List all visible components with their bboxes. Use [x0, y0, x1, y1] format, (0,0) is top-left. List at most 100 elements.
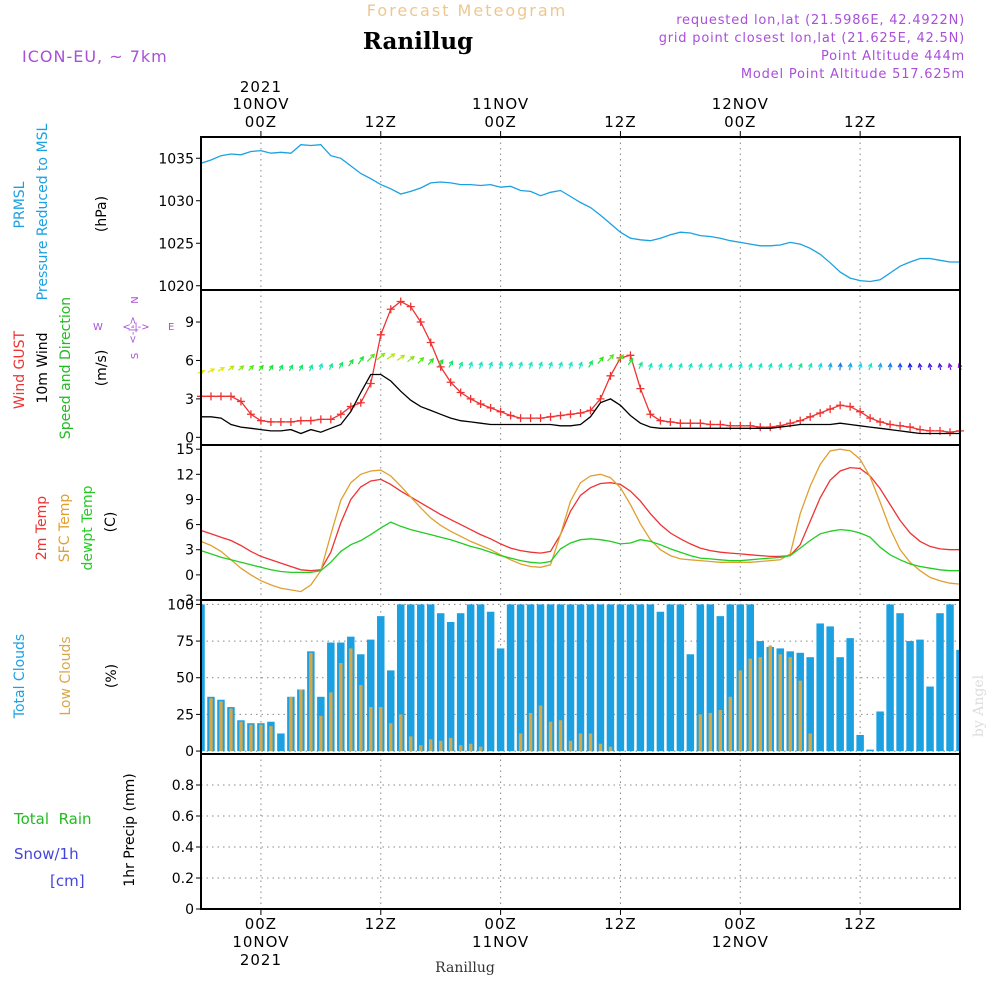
- total-cloud-bar: [416, 604, 425, 752]
- low-cloud-bar: [748, 658, 752, 752]
- y-tick-label: 0: [185, 902, 194, 918]
- celsius-label: (C): [103, 512, 119, 533]
- gust-marker: [326, 415, 335, 424]
- low-cloud-bar: [578, 733, 583, 752]
- wind-direction-arrow: [438, 359, 444, 367]
- top-axis-label: 00Z: [245, 113, 277, 131]
- total-cloud-bar: [596, 604, 605, 752]
- wind-direction-arrow: [638, 361, 643, 369]
- wind-direction-arrow: [887, 362, 893, 371]
- wind-direction-arrow: [597, 356, 604, 364]
- gust-marker: [656, 416, 665, 425]
- wind-direction-arrow: [498, 361, 503, 370]
- wind-direction-arrow: [568, 361, 573, 369]
- gust-marker: [456, 388, 465, 397]
- location-title: Ranillug: [363, 28, 473, 55]
- y-tick-label: 6: [185, 353, 194, 369]
- wind-direction-arrow: [448, 360, 454, 368]
- total-cloud-bar: [377, 616, 385, 752]
- top-axis-label: 00Z: [724, 113, 756, 131]
- gust-marker: [636, 384, 645, 393]
- total-cloud-bar: [616, 604, 625, 752]
- low-cloud-bar: [758, 657, 762, 752]
- footer-location: Ranillug: [435, 960, 495, 976]
- temp-sfc-label: SFC Temp: [57, 494, 73, 563]
- wind-direction-arrow: [627, 357, 634, 366]
- gust-marker: [386, 305, 395, 314]
- y-tick-label: 75: [176, 634, 194, 650]
- wind-direction-arrow: [278, 364, 284, 372]
- snow-unit-label: [cm]: [50, 872, 85, 890]
- y-tick-label: 9: [185, 492, 194, 508]
- gust-marker: [416, 318, 425, 327]
- total-cloud-bar: [646, 604, 655, 752]
- gust-marker: [436, 362, 445, 371]
- low-cloud-bar: [798, 680, 802, 752]
- y-tick-label: 6: [185, 518, 194, 534]
- wind-direction-arrow: [488, 361, 493, 370]
- total-cloud-bar: [387, 670, 395, 752]
- bottom-axis-label: 12NOV: [712, 933, 769, 951]
- total-cloud-bar: [836, 657, 844, 752]
- gust-marker: [866, 414, 875, 423]
- wind-direction-arrow: [777, 362, 783, 371]
- y-tick-label: 0: [185, 568, 194, 584]
- wind-direction-arrow: [268, 364, 274, 372]
- wind-direction-arrow: [318, 362, 324, 371]
- total-cloud-bar: [506, 604, 515, 752]
- y-tick-label: 50: [176, 671, 194, 687]
- gust-marker: [816, 408, 825, 417]
- total-rain-label: Total Rain: [13, 810, 92, 828]
- wind-direction-arrow: [877, 362, 883, 371]
- gust-marker: [246, 410, 255, 419]
- temperature-panel: -3 0 3 6 9 12 15: [176, 442, 961, 609]
- gust-marker: [606, 371, 615, 380]
- panel-frame: [200, 753, 961, 910]
- top-axis-label: 11NOV: [472, 95, 529, 113]
- wind-direction-arrow: [396, 354, 406, 361]
- total-cloud-bar: [926, 686, 934, 752]
- gust-marker: [836, 401, 845, 410]
- low-cloud-bar: [558, 720, 563, 752]
- wind-direction-arrow: [518, 361, 523, 370]
- wind-direction-arrow: [617, 354, 625, 362]
- total-cloud-bar: [856, 734, 864, 752]
- y-tick-label: 3: [185, 392, 194, 408]
- sfc-temp-line: [200, 448, 961, 593]
- low-cloud-bar: [738, 670, 742, 752]
- low-cloud-bar: [289, 696, 293, 752]
- total-cloud-bar: [586, 604, 595, 752]
- wind-direction-arrow: [907, 362, 913, 371]
- precip-mm-label: 1hr Precip (mm): [122, 773, 138, 886]
- low-cloud-bar: [319, 715, 323, 752]
- wind-direction-arrow: [768, 362, 773, 371]
- total-cloud-bar: [406, 604, 415, 752]
- compass-arrow-vertical: <-|->: [128, 316, 139, 343]
- low-cloud-bar: [478, 746, 483, 752]
- low-cloud-bar: [468, 743, 473, 752]
- gust-marker: [796, 416, 805, 425]
- wind-panel: 0 3 6 9: [185, 289, 964, 446]
- gust-marker: [396, 297, 405, 306]
- point-altitude: Point Altitude 444m: [821, 49, 965, 64]
- low-cloud-bar: [808, 733, 812, 752]
- low-cloud-bar: [598, 743, 603, 752]
- low-cloud-bar: [778, 654, 782, 752]
- low-cloud-bar: [528, 712, 533, 752]
- low-cloud-bar: [718, 710, 723, 752]
- wind-direction-arrow: [528, 361, 533, 370]
- compass-legend: N W <-|-> E <-|-> S: [93, 296, 174, 359]
- wind-direction-arrow: [328, 362, 334, 371]
- total-cloud-bar: [696, 604, 705, 752]
- total-cloud-bar: [666, 604, 675, 752]
- top-axis-label: 12Z: [844, 113, 876, 131]
- wind-direction-arrow: [847, 362, 853, 371]
- gust-marker: [846, 402, 855, 411]
- low-cloud-bar: [299, 689, 303, 752]
- gust-marker: [256, 416, 265, 425]
- gust-marker: [576, 408, 585, 417]
- total-cloud-bar: [566, 604, 575, 752]
- total-cloud-bar: [556, 604, 565, 752]
- low-cloud-bar: [219, 701, 223, 752]
